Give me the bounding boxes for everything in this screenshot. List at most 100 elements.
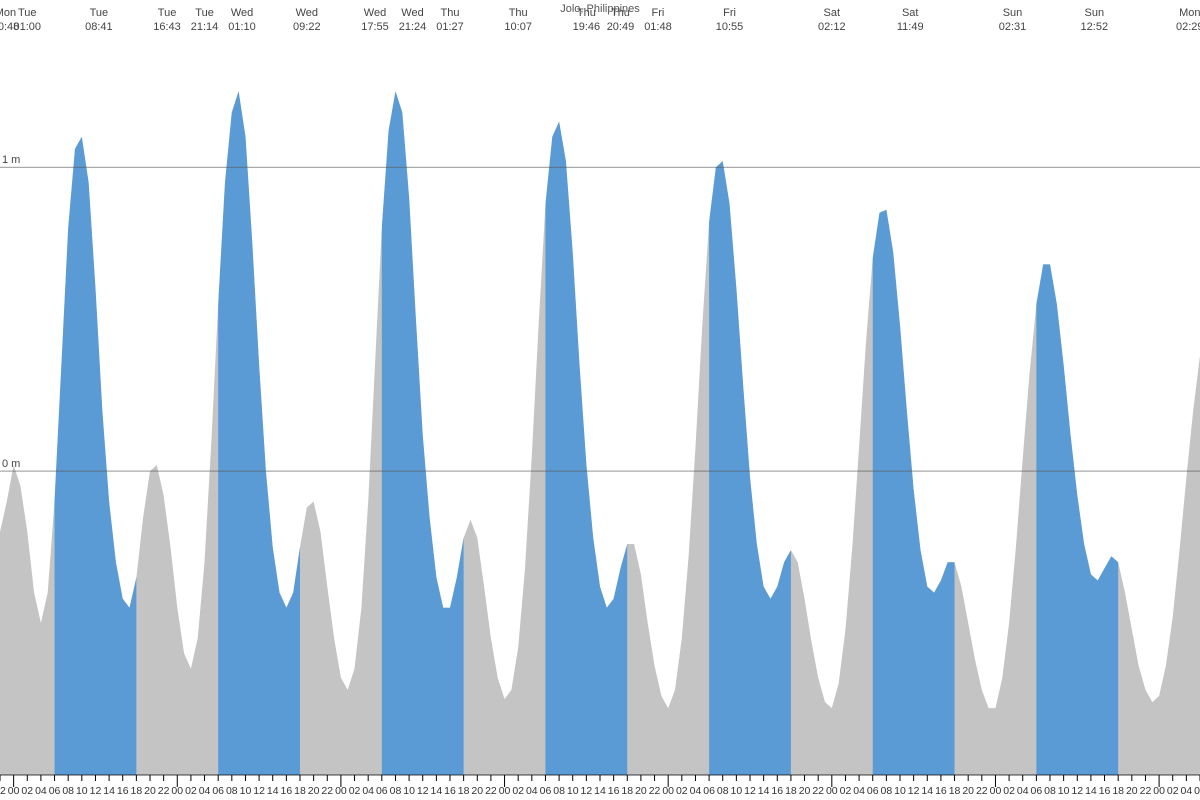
x-tick-label: 18 [294,785,306,797]
x-tick-label: 02 [185,785,197,797]
tide-event-day: Sun [1085,7,1105,19]
x-tick-label: 00 [8,785,20,797]
x-tick-label: 10 [240,785,252,797]
x-tick-label: 08 [62,785,74,797]
x-tick-label: 02 [1167,785,1179,797]
tide-event-time: 02:12 [818,21,846,33]
x-tick-label: 18 [621,785,633,797]
tide-event-time: 01:00 [14,21,42,33]
x-tick-label: 12 [744,785,756,797]
x-tick-label: 04 [526,785,538,797]
x-tick-label: 02 [840,785,852,797]
tide-event-day: Fri [652,7,665,19]
tide-event-day: Sat [824,7,841,19]
tide-event-time: 21:14 [191,21,219,33]
x-tick-label: 22 [485,785,497,797]
x-tick-label: 06 [212,785,224,797]
x-tick-label: 14 [594,785,606,797]
x-tick-label: 02 [676,785,688,797]
x-tick-label: 18 [458,785,470,797]
tide-event-time: 01:10 [228,21,256,33]
x-tick-label: 04 [362,785,374,797]
tide-event-day: Sun [1003,7,1023,19]
x-tick-label: 06 [867,785,879,797]
x-tick-label: 10 [567,785,579,797]
x-tick-label: 04 [199,785,211,797]
x-tick-label: 08 [390,785,402,797]
y-axis-label: 1 m [2,154,20,166]
tide-event-time: 10:55 [716,21,744,33]
x-tick-label: 20 [799,785,811,797]
x-tick-label: 16 [771,785,783,797]
tide-event-time: 09:22 [293,21,321,33]
x-tick-label: 04 [1017,785,1029,797]
x-tick-label: 18 [1112,785,1124,797]
x-tick-label: 22 [649,785,661,797]
x-tick-label: 12 [417,785,429,797]
x-tick-label: 06 [376,785,388,797]
x-tick-label: 06 [1031,785,1043,797]
x-tick-label: 12 [253,785,265,797]
tide-event-day: Thu [611,7,630,19]
tide-event-day: Thu [441,7,460,19]
x-tick-label: 16 [935,785,947,797]
tide-event-day: Mon [1179,7,1200,19]
x-tick-label: 20 [144,785,156,797]
tide-event-day: Sat [902,7,919,19]
x-tick-label: 10 [894,785,906,797]
x-tick-label: 16 [608,785,620,797]
tide-event-day: Tue [90,7,109,19]
tide-event-day: Tue [18,7,37,19]
x-tick-label: 08 [553,785,565,797]
x-tick-label: 20 [635,785,647,797]
tide-event-time: 08:41 [85,21,113,33]
x-tick-label: 20 [962,785,974,797]
x-tick-label: 00 [826,785,838,797]
x-tick-label: 22 [158,785,170,797]
tide-event-day: Wed [231,7,253,19]
x-tick-label: 22 [812,785,824,797]
x-tick-label: 18 [949,785,961,797]
x-tick-label: 04 [853,785,865,797]
x-tick-label: 02 [349,785,361,797]
x-tick-label: 20 [308,785,320,797]
x-tick-label: 00 [990,785,1002,797]
y-axis-label: 0 m [2,458,20,470]
tide-event-time: 20:49 [607,21,635,33]
x-tick-label: 00 [1153,785,1165,797]
x-tick-label: 14 [431,785,443,797]
tide-event-day: Thu [509,7,528,19]
x-tick-label: 02 [21,785,33,797]
x-tick-label: 20 [471,785,483,797]
x-tick-label: 00 [171,785,183,797]
x-tick-label: 14 [267,785,279,797]
x-tick-label: 18 [131,785,143,797]
tide-event-day: Thu [577,7,596,19]
tide-event-day: Tue [195,7,214,19]
x-tick-label: 00 [335,785,347,797]
x-tick-label: 08 [717,785,729,797]
tide-event-time: 19:46 [573,21,601,33]
tide-event-time: 01:48 [644,21,672,33]
x-tick-label: 22 [976,785,988,797]
tide-event-time: 16:43 [153,21,181,33]
x-tick-label: 08 [226,785,238,797]
tide-event-time: 02:29 [1176,21,1200,33]
tide-event-day: Wed [401,7,423,19]
x-tick-label: 06 [1194,785,1200,797]
tide-event-time: 02:31 [999,21,1027,33]
x-tick-label: 06 [703,785,715,797]
x-tick-label: 14 [103,785,115,797]
x-tick-label: 04 [690,785,702,797]
x-tick-label: 14 [1085,785,1097,797]
x-tick-label: 02 [1003,785,1015,797]
tide-event-day: Fri [723,7,736,19]
tide-event-time: 12:52 [1081,21,1109,33]
x-tick-label: 12 [581,785,593,797]
tide-chart: 0 m1 mJolo, PhilippinesMon10:48Tue01:00T… [0,0,1200,800]
x-tick-label: 06 [49,785,61,797]
x-tick-label: 14 [921,785,933,797]
x-tick-label: 22 [0,785,6,797]
x-tick-label: 10 [1058,785,1070,797]
x-tick-label: 16 [444,785,456,797]
